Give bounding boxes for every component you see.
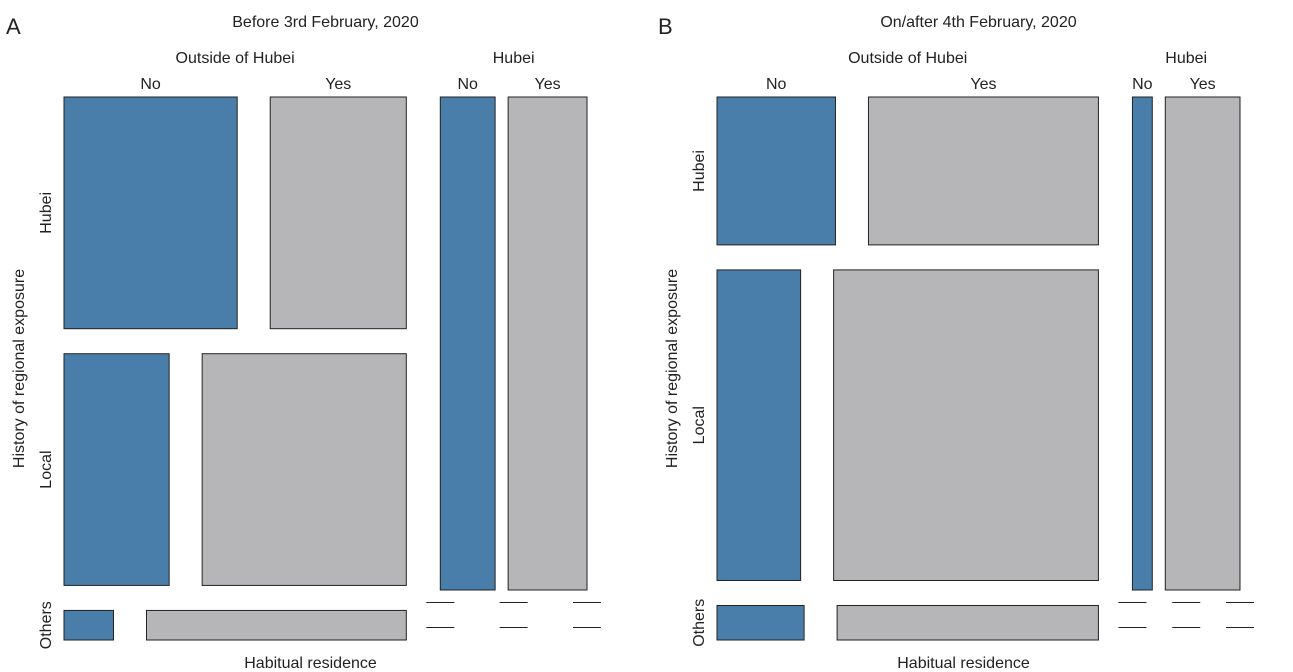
mosaic-cell-yes (833, 269, 1099, 581)
row-category-label: Others (691, 599, 708, 647)
y-axis-label: History of regional exposure (664, 269, 681, 468)
column-level-label: Yes (1190, 76, 1216, 93)
row-category-label: Hubei (691, 150, 708, 192)
column-level-label: Yes (325, 76, 351, 93)
mosaic-chart-a: Before 3rd February, 2020 Habitual reside… (11, 14, 601, 672)
column-group-label: Hubei (1165, 50, 1207, 67)
mosaic-cell-no (1131, 96, 1153, 591)
mosaic-cell-yes (201, 353, 407, 586)
column-level-label: No (140, 76, 161, 93)
mosaic-cell-yes (867, 96, 1099, 246)
x-axis-label: Habitual residence (244, 655, 377, 672)
mosaic-cell-yes (507, 96, 588, 591)
row-category-label: Hubei (38, 192, 55, 234)
panel-letter: A (6, 14, 21, 39)
mosaic-cell-yes (836, 604, 1099, 641)
mosaic-cell-no (63, 96, 238, 330)
column-level-label: Yes (535, 76, 561, 93)
chart-title: Before 3rd February, 2020 (232, 14, 419, 31)
column-level-label: No (457, 76, 478, 93)
mosaic-cell-no (716, 269, 802, 581)
mosaic-chart-b: On/after 4th February, 2020 Habitual resi… (664, 14, 1254, 672)
mosaic-cell-no (716, 604, 805, 641)
row-category-label: Local (691, 406, 708, 444)
panel-b: B On/after 4th February, 2020 Habitual re… (653, 0, 1293, 672)
panel-letter: B (658, 14, 673, 39)
y-axis-label: History of regional exposure (11, 269, 28, 468)
mosaic-cell-yes (1164, 96, 1241, 591)
column-group-label: Hubei (493, 50, 535, 67)
mosaic-cell-no (63, 609, 114, 641)
column-group-label: Outside of Hubei (848, 50, 967, 67)
row-category-label: Local (38, 450, 55, 488)
chart-title: On/after 4th February, 2020 (880, 14, 1076, 31)
mosaic-cell-yes (269, 96, 407, 330)
column-level-label: Yes (970, 76, 996, 93)
mosaic-cell-yes (145, 609, 407, 641)
column-group-label: Outside of Hubei (176, 50, 295, 67)
mosaic-cell-no (439, 96, 496, 591)
panel-a: A Before 3rd February, 2020 Habitual resi… (0, 0, 640, 672)
column-level-label: No (766, 76, 787, 93)
x-axis-label: Habitual residence (897, 655, 1030, 672)
column-level-label: No (1132, 76, 1153, 93)
row-category-label: Others (38, 601, 55, 649)
mosaic-cell-no (63, 353, 170, 586)
mosaic-cell-no (716, 96, 836, 246)
